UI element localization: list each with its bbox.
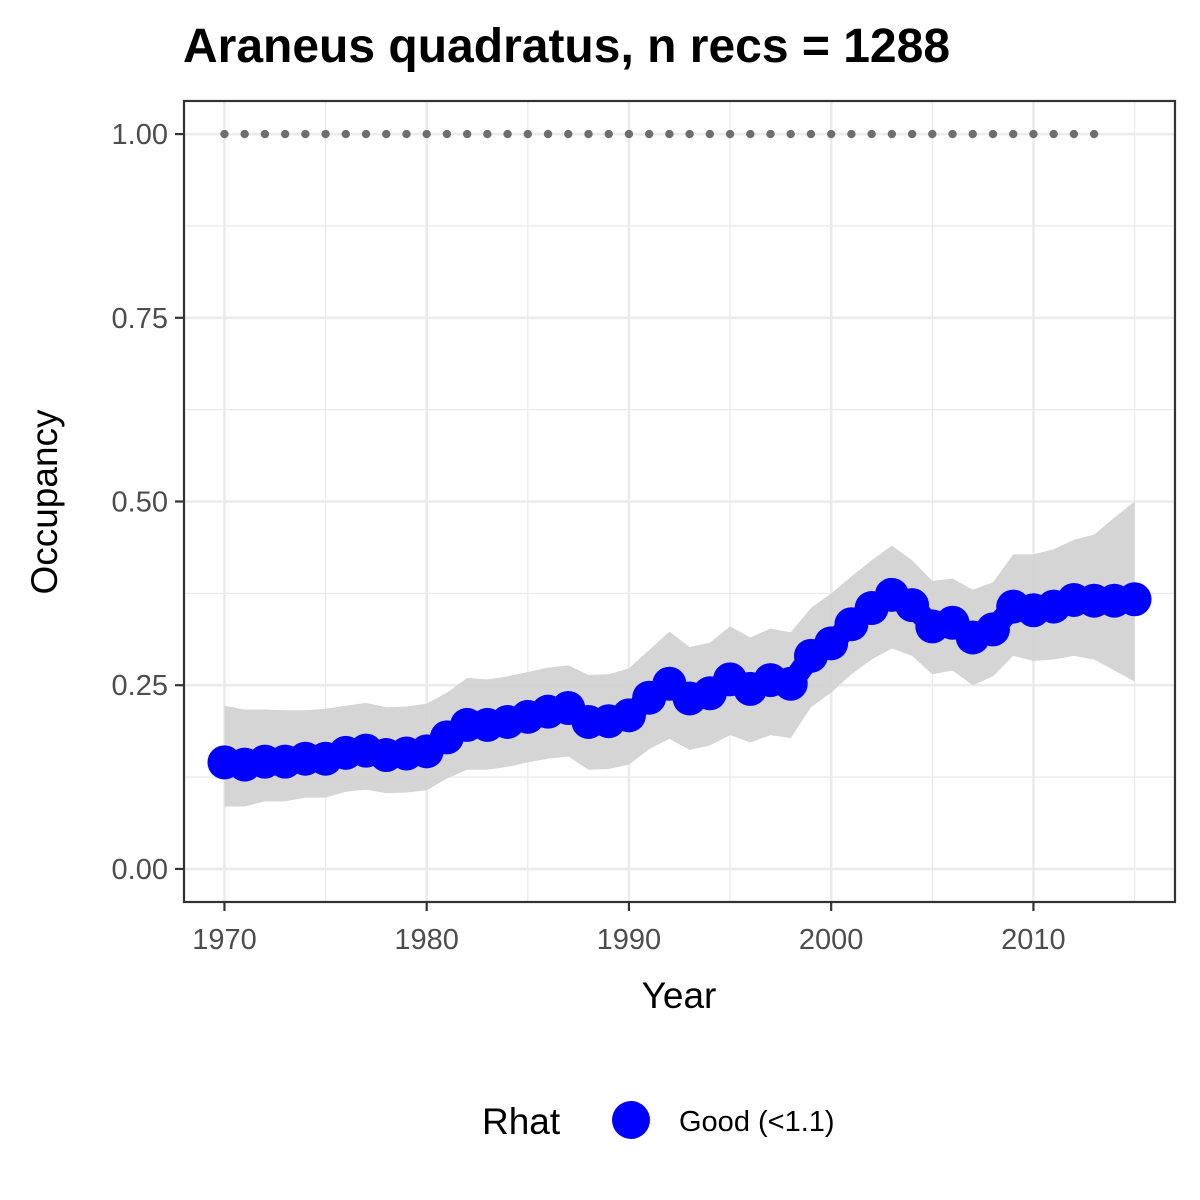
reference-point bbox=[402, 129, 411, 139]
y-tick-label: 1.00 bbox=[112, 119, 168, 151]
reference-point bbox=[1049, 129, 1058, 139]
reference-point bbox=[382, 129, 391, 139]
reference-point bbox=[301, 129, 310, 139]
reference-point bbox=[1029, 129, 1038, 139]
reference-point bbox=[685, 129, 694, 139]
reference-point bbox=[280, 129, 290, 139]
reference-point bbox=[948, 129, 957, 139]
reference-points bbox=[220, 129, 1099, 139]
x-tick-label: 1980 bbox=[394, 924, 459, 956]
reference-point bbox=[604, 129, 613, 139]
x-tick-label: 2000 bbox=[799, 924, 864, 956]
reference-point bbox=[746, 129, 755, 139]
x-axis: 1970 1980 1990 2000 2010 bbox=[192, 902, 1066, 956]
x-tick-label: 1990 bbox=[597, 924, 662, 956]
reference-point bbox=[462, 129, 472, 139]
reference-point bbox=[1089, 129, 1099, 139]
reference-point bbox=[847, 129, 856, 139]
reference-point bbox=[786, 129, 795, 139]
reference-point bbox=[988, 129, 998, 139]
x-axis-title: Year bbox=[642, 975, 717, 1016]
reference-point bbox=[1009, 129, 1018, 139]
y-tick-label: 0.25 bbox=[112, 670, 168, 702]
occupancy-point bbox=[773, 666, 808, 701]
y-axis-title: Occupancy bbox=[24, 409, 65, 595]
reference-point bbox=[725, 129, 735, 139]
reference-point bbox=[523, 129, 533, 139]
y-tick-label: 0.75 bbox=[112, 303, 168, 335]
x-tick-label: 1970 bbox=[192, 924, 257, 956]
reference-point bbox=[928, 129, 937, 139]
reference-point bbox=[665, 129, 674, 139]
reference-point bbox=[867, 129, 876, 139]
reference-point bbox=[321, 129, 330, 139]
occupancy-point bbox=[895, 588, 930, 623]
reference-point bbox=[644, 129, 654, 139]
reference-point bbox=[826, 129, 836, 139]
reference-point bbox=[483, 129, 492, 139]
y-tick-label: 0.50 bbox=[112, 487, 168, 519]
chart-title: Araneus quadratus, n recs = 1288 bbox=[183, 20, 950, 73]
legend-key-good bbox=[612, 1101, 650, 1139]
reference-point bbox=[907, 129, 917, 139]
reference-point bbox=[1069, 129, 1079, 139]
reference-point bbox=[422, 129, 431, 139]
reference-point bbox=[624, 129, 634, 139]
legend: Rhat Good (<1.1) bbox=[482, 1101, 835, 1142]
reference-point bbox=[705, 129, 715, 139]
reference-point bbox=[240, 129, 249, 139]
reference-point bbox=[503, 129, 512, 139]
occupancy-point bbox=[975, 612, 1010, 647]
reference-point bbox=[887, 129, 897, 139]
y-axis: 0.00 0.25 0.50 0.75 1.00 bbox=[112, 119, 184, 886]
reference-point bbox=[260, 129, 270, 139]
reference-point bbox=[564, 129, 573, 139]
reference-point bbox=[220, 129, 229, 139]
x-tick-label: 2010 bbox=[1001, 924, 1066, 956]
reference-point bbox=[584, 129, 593, 139]
occupancy-series bbox=[207, 577, 1152, 782]
occupancy-point bbox=[1117, 582, 1152, 617]
reference-point bbox=[442, 129, 452, 139]
reference-point bbox=[341, 129, 350, 139]
legend-label-good: Good (<1.1) bbox=[679, 1106, 835, 1138]
y-tick-label: 0.00 bbox=[112, 854, 168, 886]
reference-point bbox=[806, 129, 816, 139]
reference-point bbox=[543, 129, 553, 139]
reference-point bbox=[766, 129, 775, 139]
reference-point bbox=[361, 129, 371, 139]
legend-title: Rhat bbox=[482, 1101, 561, 1142]
reference-point bbox=[968, 129, 977, 139]
